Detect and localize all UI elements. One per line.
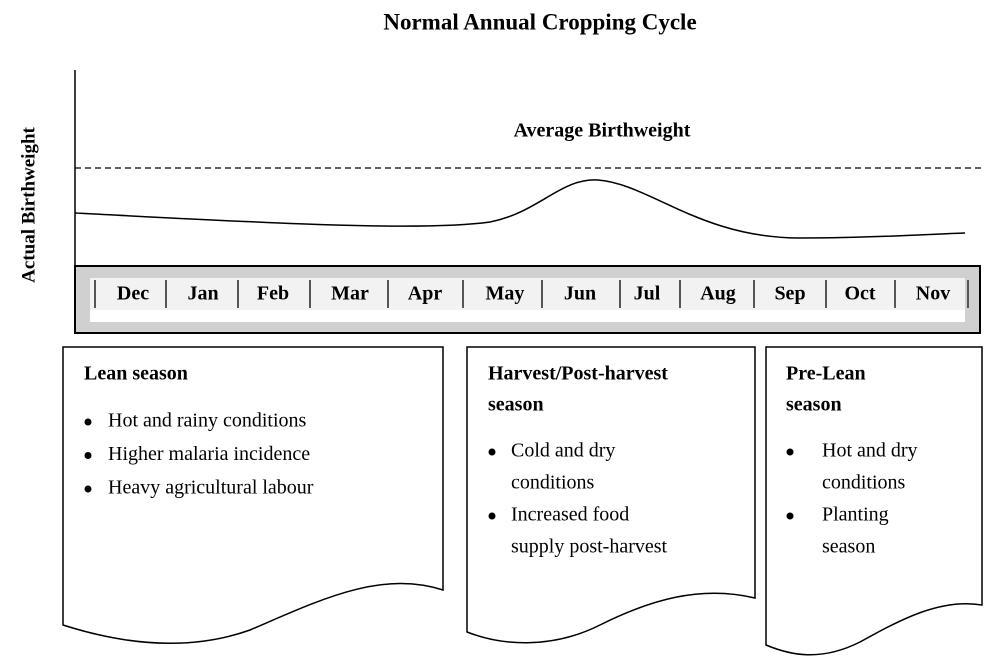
- month-label: Sep: [774, 283, 805, 305]
- month-label: Jun: [564, 283, 596, 305]
- bullet-text: Planting: [822, 504, 889, 526]
- bullet-text: Hot and rainy conditions: [108, 410, 307, 432]
- season-box: [62, 346, 444, 645]
- season-title: Harvest/Post-harvest: [488, 363, 668, 385]
- title: Normal Annual Cropping Cycle: [383, 9, 696, 34]
- month-label: Feb: [257, 283, 289, 305]
- y-axis-label: Actual Birthweight: [18, 126, 39, 282]
- season-title: season: [488, 394, 544, 416]
- bullet-text: Increased food: [511, 504, 629, 526]
- month-label: Apr: [408, 283, 443, 305]
- bullet-text: Cold and dry: [511, 440, 615, 462]
- month-label: Dec: [117, 283, 149, 305]
- month-label: Aug: [700, 283, 736, 305]
- average-label: Average Birthweight: [514, 120, 691, 142]
- month-label: Jul: [634, 283, 661, 305]
- season-box: [466, 346, 756, 644]
- month-label: Nov: [916, 283, 950, 305]
- bullet: [84, 485, 92, 493]
- season-title: Pre-Lean: [786, 363, 866, 385]
- bullet-text: Hot and dry: [822, 440, 918, 462]
- bullet-text: Higher malaria incidence: [108, 443, 310, 465]
- bullet-text: conditions: [822, 472, 906, 494]
- bullet-text: Heavy agricultural labour: [108, 477, 314, 499]
- bullet-text: conditions: [511, 472, 595, 494]
- season-title: Lean season: [84, 363, 188, 385]
- month-strip: [90, 278, 965, 310]
- bullet: [786, 512, 794, 520]
- month-label: May: [486, 283, 525, 305]
- month-label: Oct: [844, 283, 875, 305]
- birthweight-curve: [74, 179, 966, 239]
- bullet: [488, 448, 496, 456]
- months: Dec Jan Feb Mar Apr May Jun Jul Aug Sep Oct Nov: [94, 280, 969, 308]
- boxes: Lean season Hot and rainy conditions Highe…: [62, 346, 983, 656]
- month-label: Jan: [187, 283, 218, 305]
- month-strip-lower: [90, 310, 965, 322]
- bullet-text: supply post-harvest: [511, 536, 668, 558]
- bullet-text: season: [822, 536, 875, 558]
- bullet: [84, 418, 92, 426]
- season-title: season: [786, 394, 842, 416]
- bullet: [488, 512, 496, 520]
- bullet: [786, 448, 794, 456]
- season-box: [765, 346, 983, 656]
- bullet: [84, 452, 92, 459]
- month-label: Mar: [331, 283, 369, 305]
